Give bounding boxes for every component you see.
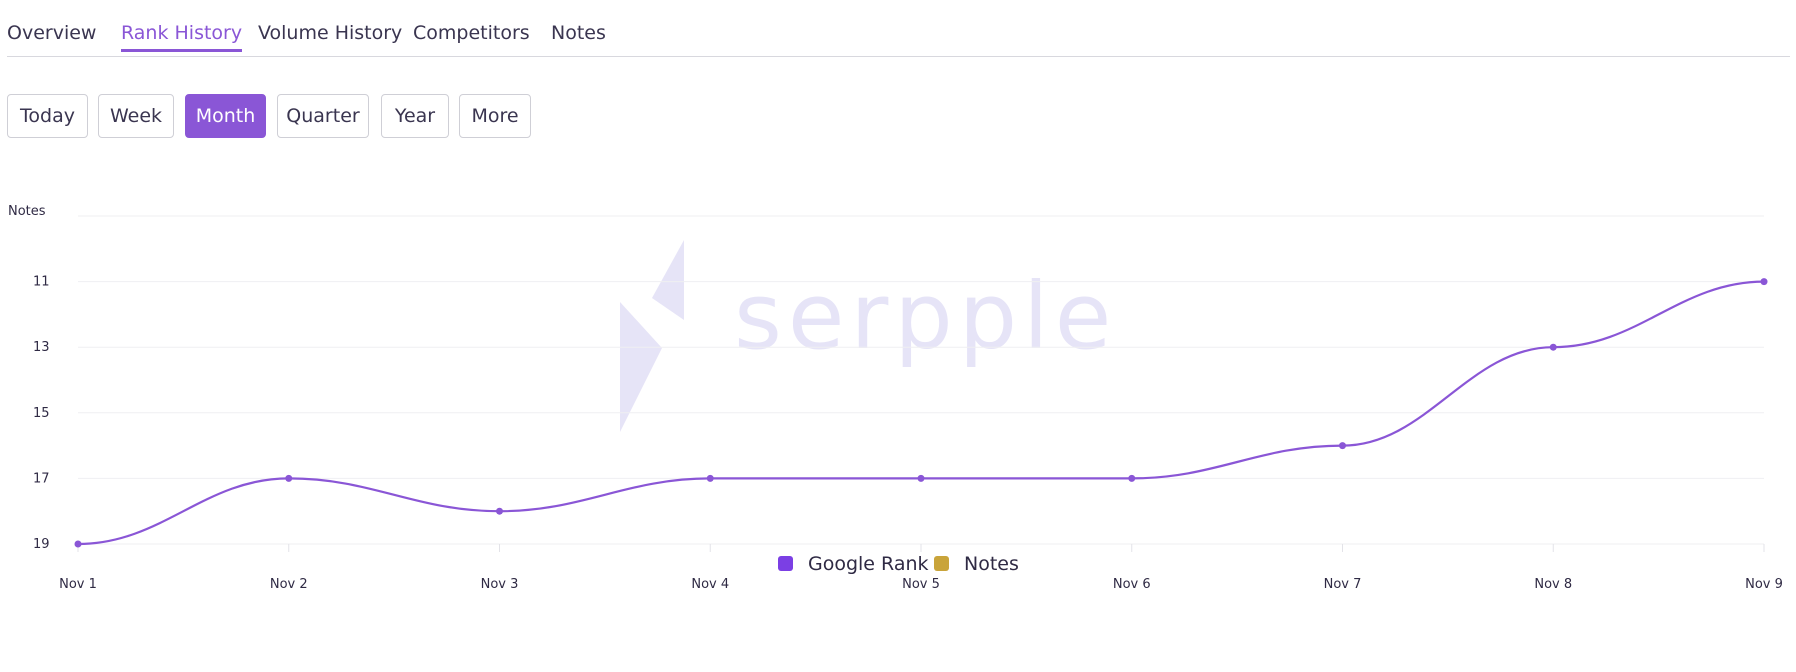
range-week-button[interactable]: Week bbox=[98, 94, 174, 138]
data-point[interactable] bbox=[1549, 343, 1557, 351]
tab-volume-history[interactable]: Volume History bbox=[258, 22, 403, 44]
legend-swatch bbox=[934, 556, 949, 571]
chart-legend: Google Rank Notes bbox=[778, 553, 1019, 575]
tab-competitors[interactable]: Competitors bbox=[413, 22, 530, 44]
x-tick-label: Nov 2 bbox=[270, 577, 308, 592]
y-tick-label: 15 bbox=[33, 406, 50, 421]
y-tick-label: 17 bbox=[33, 471, 50, 486]
x-tick-label: Nov 6 bbox=[1113, 577, 1151, 592]
data-point[interactable] bbox=[496, 507, 503, 515]
legend-label: Notes bbox=[964, 553, 1019, 575]
range-today-button[interactable]: Today bbox=[7, 94, 88, 138]
tab-overview[interactable]: Overview bbox=[7, 22, 97, 44]
legend-item[interactable]: Google Rank bbox=[778, 553, 929, 575]
legend-label: Google Rank bbox=[808, 553, 929, 575]
legend-swatch bbox=[778, 556, 793, 571]
tab-notes[interactable]: Notes bbox=[551, 22, 606, 44]
tab-rank-history[interactable]: Rank History bbox=[121, 22, 243, 52]
series-points bbox=[74, 278, 1768, 548]
range-more-button[interactable]: More bbox=[459, 94, 531, 138]
watermark-logo-shape bbox=[620, 302, 662, 432]
data-point[interactable] bbox=[1760, 278, 1768, 286]
x-tick-label: Nov 7 bbox=[1324, 577, 1362, 592]
tab-bar: Overview Rank History Volume History Com… bbox=[7, 0, 1790, 57]
legend-item[interactable]: Notes bbox=[934, 553, 1019, 575]
y-axis-top-label: Notes bbox=[8, 204, 46, 219]
x-tick-label: Nov 8 bbox=[1534, 577, 1572, 592]
rank-history-chart: serpple Notes 11 13 15 17 19 Nov 1 Nov 2 Nov 3… bbox=[8, 204, 1783, 592]
y-tick-label: 11 bbox=[33, 275, 50, 290]
y-axis: 11 13 15 17 19 bbox=[33, 275, 50, 552]
data-point[interactable] bbox=[285, 474, 293, 482]
data-point[interactable] bbox=[917, 474, 925, 482]
range-year-button[interactable]: Year bbox=[381, 94, 449, 138]
x-axis: Nov 1 Nov 2 Nov 3 Nov 4 Nov 5 Nov 6 Nov 7 Nov 8… bbox=[59, 544, 1783, 592]
x-tick-label: Nov 4 bbox=[691, 577, 729, 592]
x-tick-label: Nov 1 bbox=[59, 577, 97, 592]
data-point[interactable] bbox=[74, 540, 82, 548]
x-tick-label: Nov 9 bbox=[1745, 577, 1783, 592]
x-tick-label: Nov 5 bbox=[902, 577, 940, 592]
watermark: serpple bbox=[620, 240, 1117, 432]
y-tick-label: 13 bbox=[33, 340, 50, 355]
data-point[interactable] bbox=[1339, 442, 1346, 450]
data-point[interactable] bbox=[1128, 474, 1136, 482]
x-tick-label: Nov 3 bbox=[481, 577, 519, 592]
chart-grid bbox=[78, 215, 1764, 545]
range-quarter-button[interactable]: Quarter bbox=[277, 94, 369, 138]
watermark-logo-shape bbox=[652, 240, 684, 320]
range-month-button[interactable]: Month bbox=[185, 94, 266, 138]
y-tick-label: 19 bbox=[33, 537, 50, 552]
watermark-text: serpple bbox=[734, 263, 1117, 370]
data-point[interactable] bbox=[706, 474, 714, 482]
